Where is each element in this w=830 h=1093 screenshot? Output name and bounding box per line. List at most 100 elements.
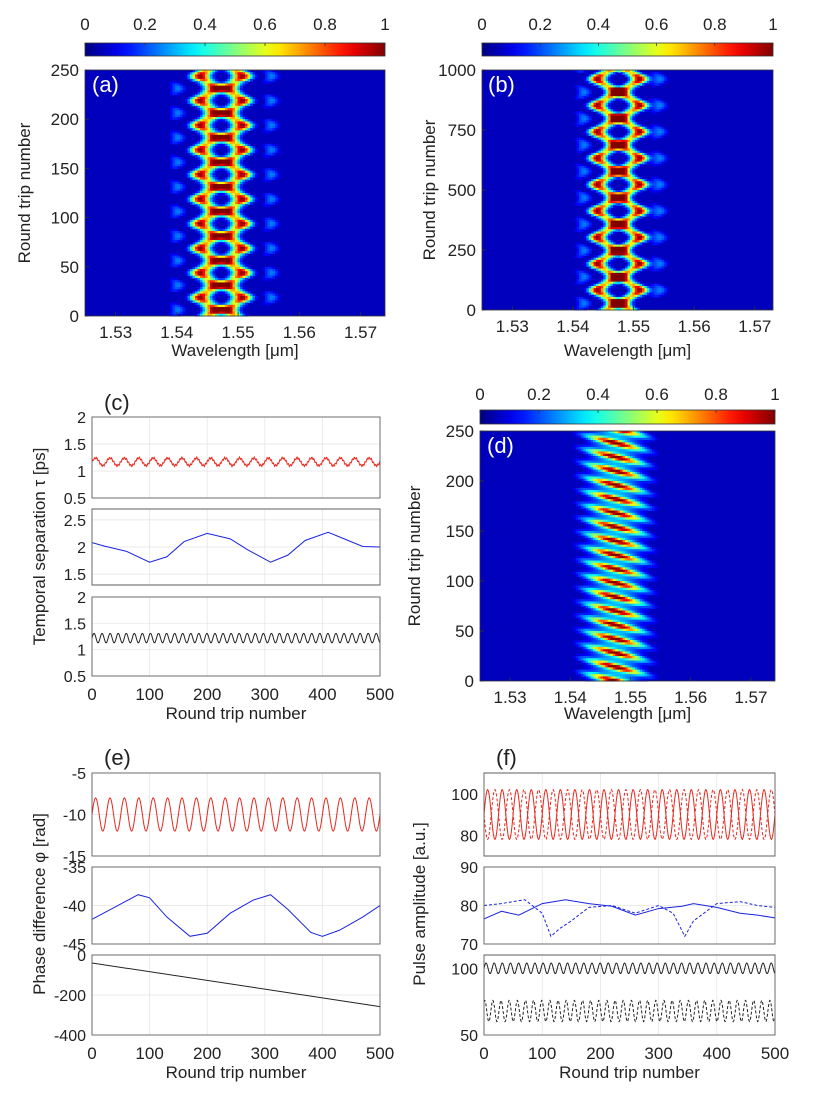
heatmap-cell (586, 78, 590, 82)
heatmap-cell (180, 137, 183, 140)
heatmap-cell (195, 116, 198, 120)
heatmap-cell (651, 133, 655, 136)
heatmap-cell (598, 233, 602, 237)
heatmap-cell (205, 307, 208, 310)
heatmap-cell (175, 139, 178, 143)
heatmap-cell (237, 293, 241, 297)
heatmap-cell (205, 110, 208, 113)
heatmap-cell (586, 246, 590, 250)
heatmap-cell (227, 213, 231, 216)
heatmap-cell (600, 220, 604, 224)
heatmap-cell (232, 275, 236, 279)
heatmap-cell (232, 273, 236, 277)
heatmap-cell (212, 125, 216, 129)
heatmap-cell (227, 266, 231, 270)
heatmap-cell (576, 94, 580, 97)
heatmap-cell (654, 209, 658, 213)
heatmap-cell (210, 210, 213, 214)
heatmap-cell (620, 216, 624, 219)
heatmap-cell (617, 190, 621, 193)
heatmap-cell (225, 152, 228, 156)
heatmap-cell (639, 209, 643, 213)
heatmap-cell (185, 74, 188, 78)
heatmap-cell (235, 262, 238, 266)
heatmap-cell (205, 90, 208, 93)
heatmap-cell (593, 161, 597, 165)
heatmap-cell (267, 302, 271, 306)
heatmap-cell (220, 134, 223, 138)
heatmap-cell (197, 217, 201, 221)
heatmap-cell (202, 255, 206, 259)
heatmap-cell (581, 172, 585, 176)
heatmap-cell (579, 248, 582, 252)
heatmap-cell (583, 222, 587, 226)
heatmap-cell (277, 125, 281, 129)
heatmap-cell (212, 235, 216, 239)
heatmap-cell (629, 109, 633, 112)
heatmap-cell (598, 159, 602, 163)
heatmap-cell (197, 90, 201, 93)
heatmap-cell (275, 76, 278, 80)
heatmap-cell (646, 179, 650, 182)
heatmap-cell (639, 179, 643, 182)
heatmap-cell (576, 216, 580, 219)
heatmap-cell (617, 139, 621, 143)
heatmap-cell (170, 282, 173, 286)
heatmap-cell (227, 193, 231, 196)
heatmap-cell (603, 244, 607, 248)
heatmap-cell (629, 205, 633, 208)
heatmap-cell (237, 92, 241, 96)
heatmap-cell (240, 188, 243, 192)
heatmap-cell (600, 107, 604, 110)
heatmap-cell (212, 168, 216, 172)
heatmap-cell (634, 183, 638, 187)
heatmap-cell (217, 204, 221, 207)
heatmap-cell (581, 174, 585, 178)
heatmap-cell (600, 102, 604, 106)
heatmap-cell (656, 155, 660, 158)
heatmap-cell (649, 159, 653, 163)
heatmap-cell (202, 181, 206, 185)
heatmap-cell (237, 255, 241, 259)
heatmap-cell (227, 76, 231, 80)
heatmap-cell (215, 143, 218, 147)
heatmap-cell (612, 190, 616, 193)
heatmap-cell (190, 170, 193, 174)
heatmap-cell (642, 83, 645, 86)
heatmap-cell (172, 231, 176, 234)
heatmap-cell (617, 196, 621, 200)
heatmap-cell (225, 116, 228, 120)
heatmap-cell (202, 175, 206, 178)
heatmap-cell (205, 179, 208, 183)
heatmap-cell (612, 161, 616, 165)
heatmap-cell (180, 181, 183, 185)
heatmap-cell (265, 143, 268, 147)
heatmap-cell (270, 251, 273, 254)
heatmap-cell (197, 132, 201, 136)
heatmap-cell (220, 132, 223, 136)
heatmap-cell (598, 207, 602, 211)
heatmap-cell (265, 103, 268, 107)
heatmap-cell (212, 277, 216, 281)
heatmap-cell (265, 94, 268, 98)
heatmap-cell (215, 257, 218, 261)
heatmap-cell (202, 81, 206, 84)
heatmap-cell (634, 150, 638, 154)
heatmap-cell (200, 304, 203, 308)
heatmap-cell (202, 295, 206, 299)
heatmap-cell (237, 307, 241, 310)
heatmap-cell (593, 155, 597, 158)
heatmap-cell (207, 228, 211, 232)
heatmap-cell (207, 226, 211, 230)
heatmap-cell (608, 126, 612, 130)
heatmap-cell (232, 219, 236, 223)
heatmap-cell (620, 150, 624, 154)
heatmap-cell (230, 309, 233, 313)
heatmap-cell (245, 101, 248, 105)
heatmap-cell (237, 231, 241, 234)
heatmap-cell (634, 187, 638, 191)
heatmap-cell (170, 257, 173, 261)
heatmap-cell (192, 72, 196, 75)
heatmap-cell (612, 242, 616, 246)
heatmap-cell (608, 229, 612, 232)
